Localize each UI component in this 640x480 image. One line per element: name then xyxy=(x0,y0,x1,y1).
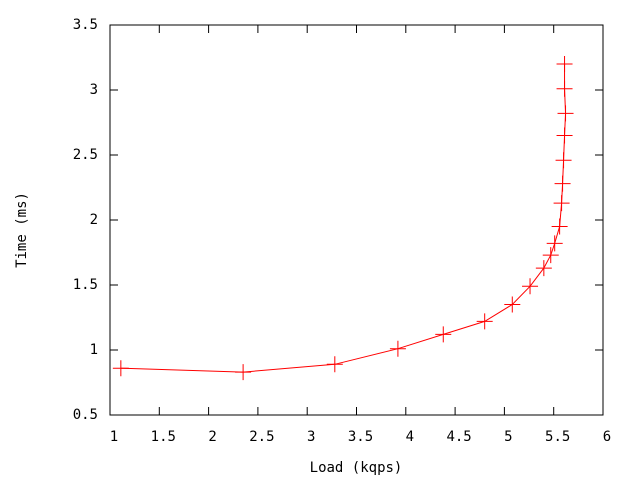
x-tick-label: 6 xyxy=(603,429,611,445)
x-tick-label: 3 xyxy=(307,429,315,445)
y-tick-label: 1.5 xyxy=(73,277,98,293)
point-marker xyxy=(112,360,129,377)
plot-frame xyxy=(109,24,604,416)
point-marker xyxy=(546,235,563,252)
point-marker xyxy=(554,175,571,192)
point-marker xyxy=(389,340,406,357)
y-tick-label: 3 xyxy=(90,82,98,98)
point-marker xyxy=(557,105,574,122)
y-tick-label: 2.5 xyxy=(73,147,98,163)
x-axis-label: Load (kqps) xyxy=(310,460,403,476)
point-marker xyxy=(556,56,573,72)
y-tick-label: 2 xyxy=(90,212,98,228)
x-tick-label: 1 xyxy=(110,429,118,445)
x-tick-label: 5.5 xyxy=(545,429,570,445)
point-marker xyxy=(555,152,572,169)
point-marker xyxy=(522,278,539,295)
x-tick-label: 1.5 xyxy=(151,429,176,445)
point-marker xyxy=(551,218,568,235)
y-tick-label: 1 xyxy=(90,342,98,358)
y-axis-label: Time (ms) xyxy=(14,192,30,268)
x-tick-label: 4.5 xyxy=(446,429,471,445)
x-tick-label: 4 xyxy=(406,429,414,445)
point-marker xyxy=(326,356,343,373)
point-marker xyxy=(476,313,493,330)
data-line xyxy=(120,64,567,373)
point-marker xyxy=(535,260,552,277)
point-marker xyxy=(235,364,252,381)
point-marker xyxy=(504,296,521,313)
point-marker xyxy=(542,247,559,264)
point-marker xyxy=(553,195,570,212)
point-marker xyxy=(556,127,573,144)
x-tick-label: 2.5 xyxy=(249,429,274,445)
x-tick-label: 3.5 xyxy=(348,429,373,445)
point-marker xyxy=(435,326,452,343)
point-marker xyxy=(556,80,573,97)
y-tick-label: 0.5 xyxy=(73,407,98,423)
y-tick-label: 3.5 xyxy=(73,17,98,33)
x-tick-label: 2 xyxy=(208,429,216,445)
x-tick-label: 5 xyxy=(504,429,512,445)
